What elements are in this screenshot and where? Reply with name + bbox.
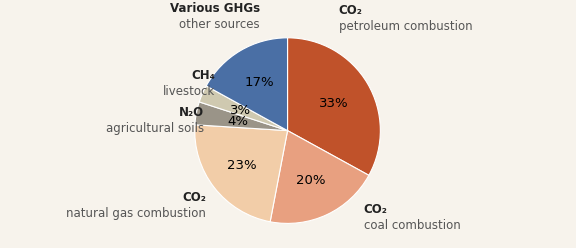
Wedge shape <box>195 125 287 222</box>
Wedge shape <box>199 86 287 131</box>
Text: 4%: 4% <box>227 115 248 127</box>
Text: petroleum combustion: petroleum combustion <box>339 20 472 33</box>
Text: natural gas combustion: natural gas combustion <box>66 207 206 220</box>
Text: CO₂: CO₂ <box>182 191 206 204</box>
Text: Various GHGs: Various GHGs <box>169 2 260 15</box>
Text: 3%: 3% <box>230 104 251 117</box>
Text: 17%: 17% <box>244 76 274 89</box>
Text: other sources: other sources <box>179 18 260 31</box>
Text: 23%: 23% <box>228 159 257 172</box>
Wedge shape <box>195 102 287 131</box>
Wedge shape <box>270 131 369 223</box>
Text: agricultural soils: agricultural soils <box>106 122 204 135</box>
Text: CO₂: CO₂ <box>339 4 362 17</box>
Wedge shape <box>287 38 380 175</box>
Wedge shape <box>206 38 287 131</box>
Text: 33%: 33% <box>319 97 348 110</box>
Text: CH₄: CH₄ <box>191 69 215 82</box>
Text: 20%: 20% <box>297 175 326 187</box>
Text: coal combustion: coal combustion <box>363 219 460 232</box>
Text: livestock: livestock <box>163 85 215 98</box>
Text: N₂O: N₂O <box>179 106 204 119</box>
Text: CO₂: CO₂ <box>363 203 388 217</box>
